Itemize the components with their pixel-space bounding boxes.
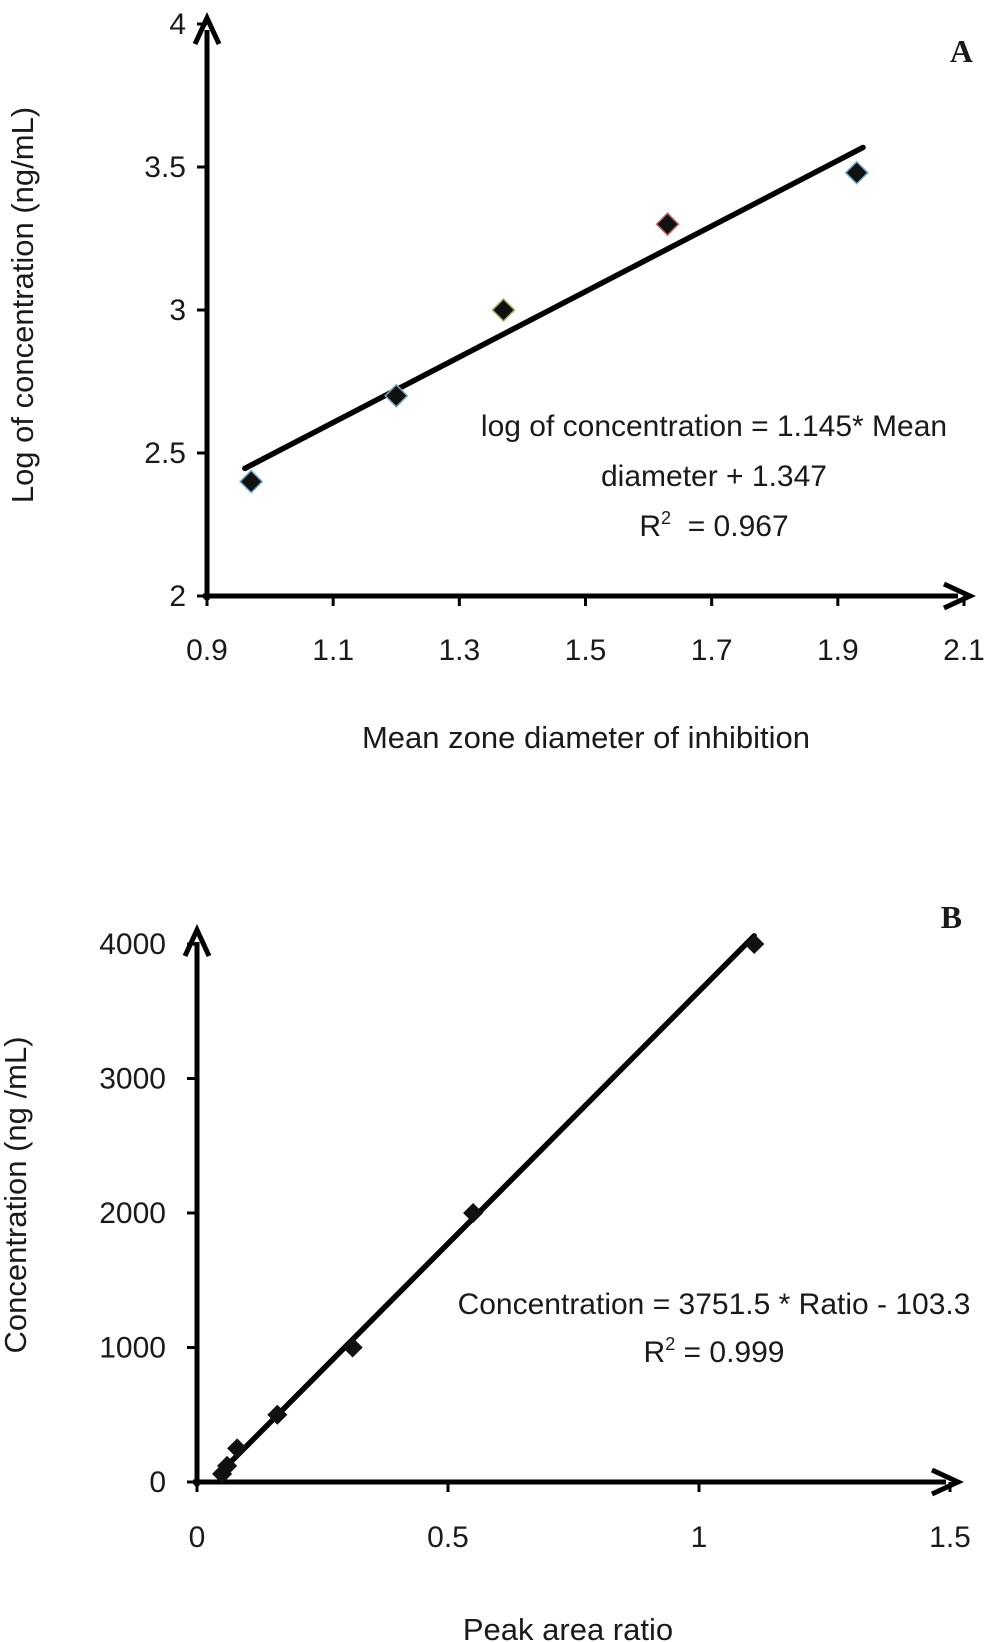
data-point <box>239 469 264 494</box>
y-axis-arrow <box>182 924 212 958</box>
chart-b-y-ticks: 0 1000 2000 3000 4000 <box>99 928 197 1499</box>
chart-b-r2-prefix: R <box>644 1336 666 1369</box>
data-point <box>227 1438 248 1459</box>
x-tick-label: 1 <box>691 1521 708 1554</box>
data-point <box>217 1455 238 1476</box>
chart-a-x-ticks: 0.9 1.1 1.3 1.5 1.7 1.9 2.1 <box>186 596 985 667</box>
data-point <box>267 1404 288 1425</box>
chart-b-points <box>212 933 765 1484</box>
chart-b: B 0 0.5 1 1.5 0 1000 2000 3000 4000 Peak area r… <box>0 899 971 1642</box>
data-point <box>463 1202 484 1224</box>
chart-b-axes <box>182 924 964 1497</box>
y-tick-label: 3000 <box>99 1063 166 1096</box>
x-tick-label: 1.1 <box>312 634 354 667</box>
chart-b-y-axis-title: Concentration (ng /mL) <box>0 1036 33 1353</box>
regression-line <box>242 144 866 472</box>
x-tick-label: 1.5 <box>565 634 607 667</box>
y-axis-arrow <box>192 12 222 46</box>
chart-b-x-axis-title: Peak area ratio <box>463 1612 673 1642</box>
data-point <box>491 297 516 323</box>
chart-a-y-axis-title: Log of concentration (ng/mL) <box>5 107 40 503</box>
chart-a-y-ticks: 2 2.5 3 3.5 4 <box>144 8 207 613</box>
chart-b-fit <box>216 933 757 1476</box>
y-tick-label: 4000 <box>99 928 166 961</box>
x-tick-label: 1.5 <box>929 1521 971 1554</box>
regression-line <box>216 933 757 1476</box>
chart-b-r2-value: = 0.999 <box>675 1336 784 1369</box>
data-point <box>744 933 765 955</box>
x-tick-label: 0 <box>189 1521 206 1554</box>
chart-a: A 0.9 1.1 1.3 1.5 1.7 1.9 2.1 2 2.5 3 3.5 4 Mean z… <box>5 8 985 755</box>
chart-a-x-axis-title: Mean zone diameter of inhibition <box>362 720 810 755</box>
x-tick-label: 1.9 <box>817 634 859 667</box>
chart-a-r2-prefix: R <box>639 510 661 543</box>
y-tick-label: 0 <box>149 1466 166 1499</box>
y-tick-label: 1000 <box>99 1332 166 1365</box>
data-point <box>384 383 409 408</box>
x-tick-label: 2.1 <box>943 634 985 667</box>
data-point <box>844 160 869 185</box>
x-tick-label: 1.3 <box>438 634 480 667</box>
panel-label-b: B <box>941 899 962 935</box>
x-axis-arrow <box>930 1467 964 1497</box>
x-tick-label: 0.5 <box>427 1521 469 1554</box>
chart-a-equation-line-2: diameter + 1.347 <box>601 460 827 493</box>
x-tick-label: 1.7 <box>691 634 733 667</box>
chart-a-fit <box>242 144 866 472</box>
y-tick-label: 3.5 <box>144 151 186 184</box>
chart-a-points <box>239 160 869 494</box>
y-tick-label: 2 <box>169 580 186 613</box>
chart-a-r2-value: = 0.967 <box>671 510 789 543</box>
chart-a-equation-line-1: log of concentration = 1.145* Mean <box>481 410 947 443</box>
chart-a-axes <box>192 12 976 611</box>
x-tick-label: 0.9 <box>186 634 228 667</box>
y-tick-label: 2.5 <box>144 437 186 470</box>
y-tick-label: 3 <box>169 294 186 327</box>
y-tick-label: 2000 <box>99 1197 166 1230</box>
chart-b-r2-sup: 2 <box>665 1334 675 1354</box>
chart-b-r-squared: R2 = 0.999 <box>644 1334 785 1369</box>
panel-label-a: A <box>950 33 973 69</box>
chart-a-r2-sup: 2 <box>661 508 671 528</box>
chart-b-equation-line-1: Concentration = 3751.5 * Ratio - 103.3 <box>458 1288 971 1321</box>
chart-a-r-squared: R2 = 0.967 <box>639 508 788 543</box>
data-point <box>342 1337 363 1358</box>
x-axis-arrow <box>942 581 976 611</box>
y-tick-label: 4 <box>169 8 186 41</box>
data-point <box>655 212 680 237</box>
chart-b-x-ticks: 0 0.5 1 1.5 <box>189 1482 971 1554</box>
